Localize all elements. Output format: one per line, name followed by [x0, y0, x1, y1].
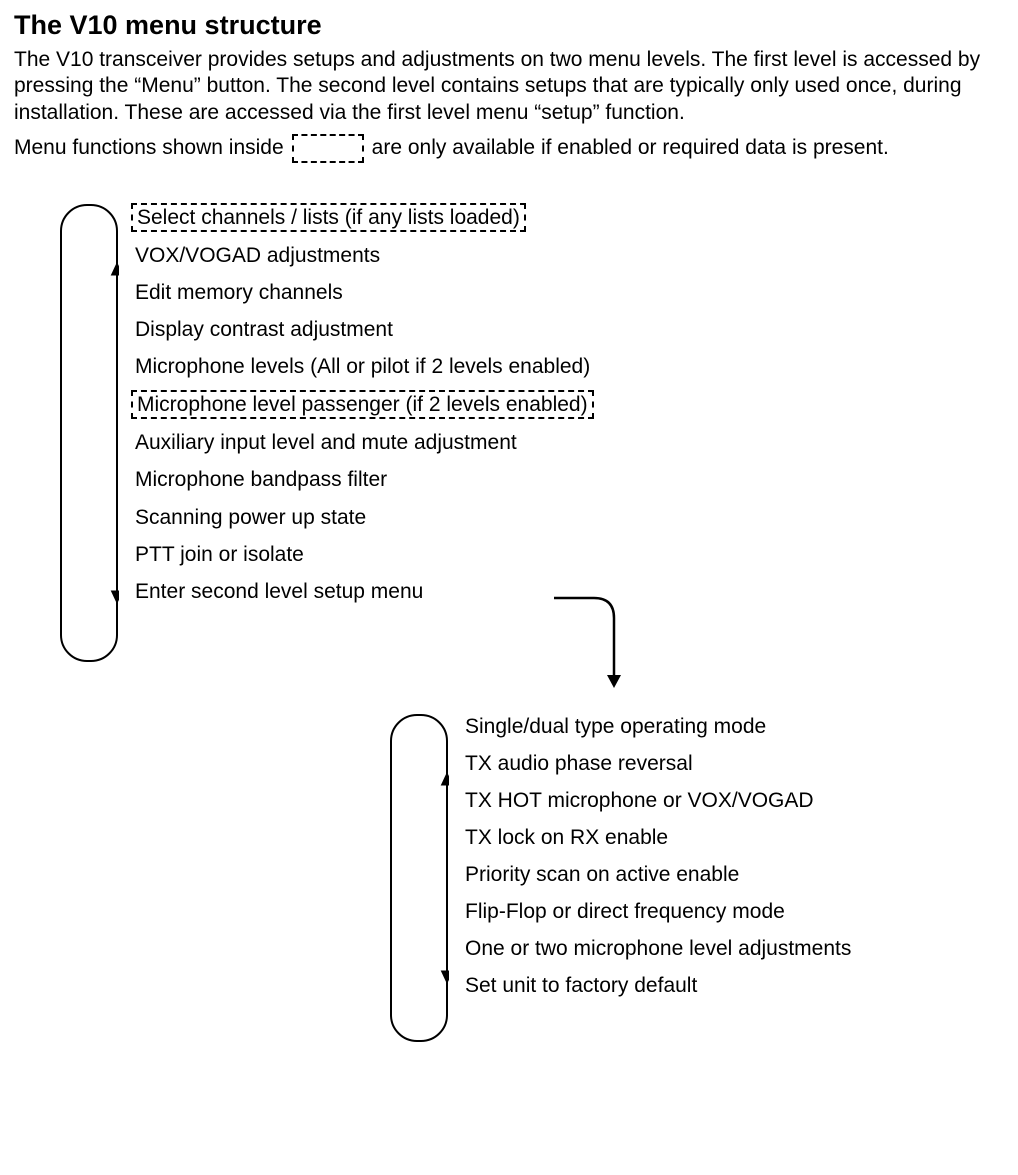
menu-item: Display contrast adjustment	[131, 316, 594, 343]
level2-menu-list: Single/dual type operating mode TX audio …	[461, 713, 855, 1000]
level1-loop-icon	[59, 203, 119, 663]
menu-item: VOX/VOGAD adjustments	[131, 242, 594, 269]
level1-menu-block: Select channels / lists (if any lists lo…	[59, 203, 1004, 663]
menu-item: Scanning power up state	[131, 504, 594, 531]
level2-loop-icon	[389, 713, 449, 1043]
menu-item: Flip-Flop or direct frequency mode	[461, 898, 855, 925]
menu-item: Auxiliary input level and mute adjustmen…	[131, 429, 594, 456]
level2-menu-container: Single/dual type operating mode TX audio …	[389, 713, 1004, 1043]
menu-item: TX lock on RX enable	[461, 824, 855, 851]
menu-item: Microphone bandpass filter	[131, 466, 594, 493]
menu-item: Microphone levels (All or pilot if 2 lev…	[131, 353, 594, 380]
menu-item: Select channels / lists (if any lists lo…	[131, 203, 526, 232]
intro-paragraph: The V10 transceiver provides setups and …	[14, 47, 1004, 126]
level1-menu-list: Select channels / lists (if any lists lo…	[131, 203, 594, 605]
menu-item: Single/dual type operating mode	[461, 713, 855, 740]
menu-item: Set unit to factory default	[461, 972, 855, 999]
menu-item: One or two microphone level adjustments	[461, 935, 855, 962]
menu-item: Edit memory channels	[131, 279, 594, 306]
menu-item: Enter second level setup menu	[131, 578, 594, 605]
intro-line-conditional: Menu functions shown inside are only ava…	[14, 134, 1004, 163]
menu-item: TX audio phase reversal	[461, 750, 855, 777]
connector-arrow-icon	[549, 583, 669, 703]
menu-item: Microphone level passenger (if 2 levels …	[131, 390, 594, 419]
intro-line-before: Menu functions shown inside	[14, 135, 284, 161]
dashed-box-placeholder	[292, 134, 364, 163]
page-title: The V10 menu structure	[14, 10, 1004, 41]
intro-line-after: are only available if enabled or require…	[372, 135, 889, 161]
level1-menu-container: Select channels / lists (if any lists lo…	[59, 203, 1004, 663]
menu-item: Priority scan on active enable	[461, 861, 855, 888]
menu-item: TX HOT microphone or VOX/VOGAD	[461, 787, 855, 814]
menu-item: PTT join or isolate	[131, 541, 594, 568]
